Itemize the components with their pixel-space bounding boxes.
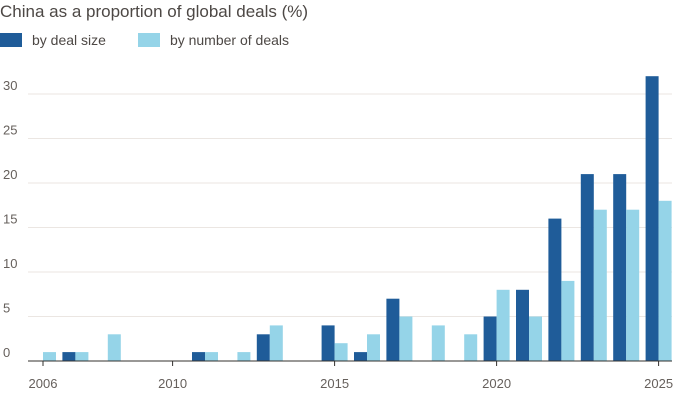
chart-title: China as a proportion of global deals (%…: [0, 2, 309, 21]
bar-deal-size-2011: [192, 352, 205, 361]
legend-item-number-of-deals: by number of deals: [137, 32, 290, 48]
bar-number-of-deals-2023: [593, 209, 607, 361]
bar-number-of-deals-2018: [431, 325, 445, 361]
y-tick-label: 30: [3, 78, 17, 93]
y-tick-label: 5: [3, 301, 10, 316]
bar-number-of-deals-2025: [658, 200, 672, 361]
bar-deal-size-2022: [548, 218, 562, 361]
bar-number-of-deals-2015: [334, 343, 348, 361]
bar-number-of-deals-2020: [496, 289, 510, 361]
bar-number-of-deals-2017: [399, 316, 413, 361]
bar-number-of-deals-2016: [367, 334, 380, 361]
bar-deal-size-2023: [580, 174, 594, 361]
bar-number-of-deals-2021: [529, 316, 542, 361]
legend: by deal size by number of deals: [0, 32, 321, 48]
bar-number-of-deals-2013: [269, 325, 283, 361]
bar-number-of-deals-2012: [237, 352, 251, 361]
bar-deal-size-2016: [354, 352, 367, 361]
bar-deal-size-2021: [516, 289, 529, 361]
bar-deal-size-2024: [613, 174, 627, 361]
bar-deal-size-2017: [386, 298, 400, 361]
legend-item-deal-size: by deal size: [0, 32, 106, 48]
y-axis: 0 5 10 15 20 25 30: [3, 78, 17, 360]
legend-label-deal-size: by deal size: [32, 32, 106, 48]
y-tick-label: 10: [3, 256, 17, 271]
bars: [43, 76, 672, 361]
bar-deal-size-2015: [321, 325, 335, 361]
bar-number-of-deals-2011: [205, 352, 218, 361]
y-tick-label: 25: [3, 123, 17, 138]
bar-deal-size-2025: [645, 76, 659, 361]
y-tick-label: 0: [3, 345, 10, 360]
bar-number-of-deals-2006: [43, 352, 56, 361]
bar-number-of-deals-2008: [107, 334, 121, 361]
bar-number-of-deals-2022: [561, 280, 575, 361]
bar-deal-size-2007: [62, 352, 76, 361]
x-tick-label: 2010: [158, 376, 187, 391]
gridlines: [28, 93, 672, 317]
legend-label-number-of-deals: by number of deals: [169, 32, 290, 48]
x-tick-label: 2025: [644, 376, 673, 391]
legend-swatch-deal-size: [0, 33, 22, 47]
x-tick-label: 2020: [482, 376, 511, 391]
x-tick-label: 2006: [29, 376, 58, 391]
x-axis: 2006 2010 2015 2020 2025: [28, 360, 673, 391]
bar-number-of-deals-2019: [464, 334, 478, 361]
y-tick-label: 15: [3, 212, 17, 227]
y-tick-label: 20: [3, 167, 17, 182]
bar-number-of-deals-2007: [75, 352, 89, 361]
bar-number-of-deals-2024: [626, 209, 640, 361]
bar-deal-size-2020: [483, 316, 497, 361]
bar-deal-size-2013: [256, 334, 270, 361]
x-tick-label: 2015: [320, 376, 349, 391]
legend-swatch-number-of-deals: [137, 33, 160, 47]
